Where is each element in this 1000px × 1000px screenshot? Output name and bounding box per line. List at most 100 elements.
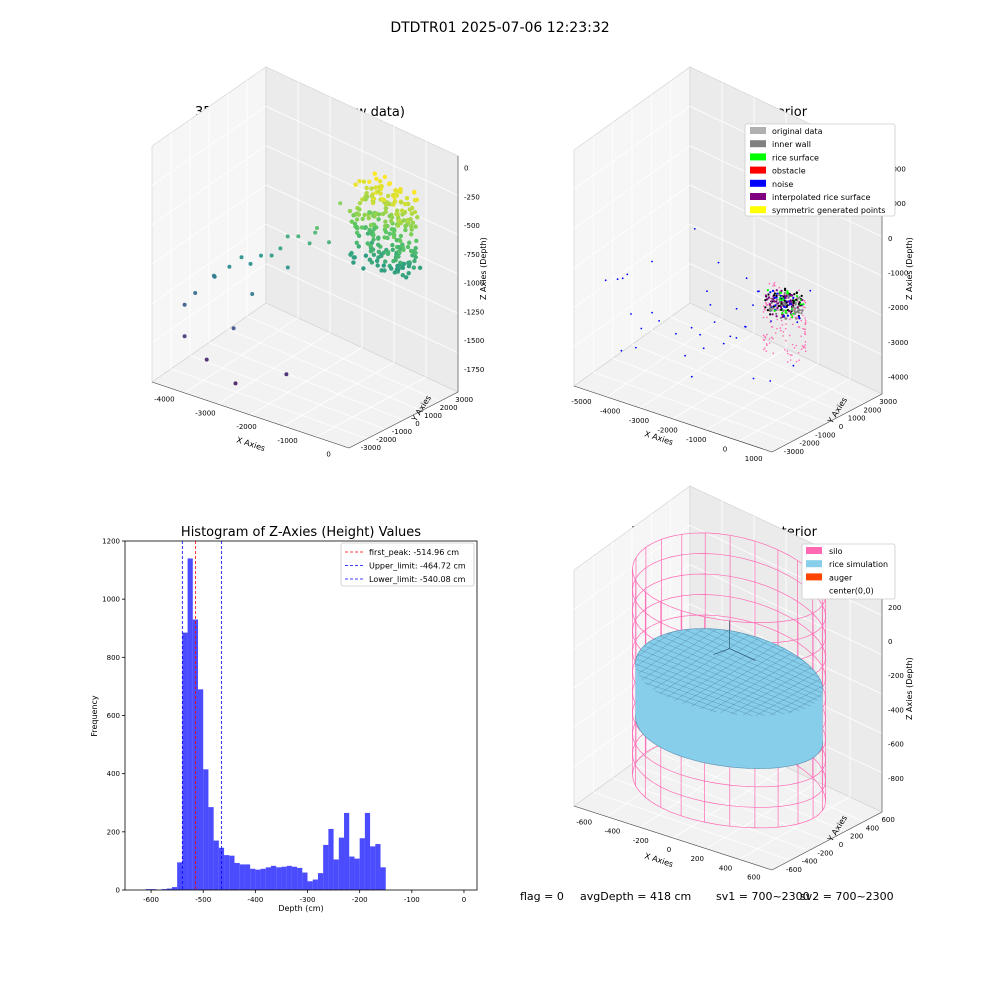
wall-point <box>767 303 769 306</box>
wall-point <box>766 344 768 347</box>
x-tick-label: 1000 <box>745 455 763 463</box>
noise-point <box>702 347 705 350</box>
wall-point <box>793 347 796 349</box>
raw-data-point <box>374 176 379 181</box>
y-tick-label: 200 <box>107 828 120 836</box>
classify-axes-box <box>573 66 883 453</box>
raw-data-point <box>396 218 401 223</box>
histogram-bar <box>338 837 345 890</box>
rice-mesh-line <box>710 657 799 712</box>
rice-mesh-line <box>743 672 817 716</box>
figure-title: DTDTR01 2025-07-06 12:23:32 <box>390 20 609 36</box>
raw-data-point <box>367 210 372 215</box>
rice-mesh-line <box>720 662 806 713</box>
histogram-bars <box>145 558 386 891</box>
classified-point <box>793 293 796 296</box>
raw-data-point <box>392 227 397 232</box>
classified-point <box>775 289 778 292</box>
x-tick-label: -600 <box>143 896 159 904</box>
raw-data-point <box>372 171 377 176</box>
histogram-bar <box>229 855 235 890</box>
x-tick-label: 200 <box>691 855 704 863</box>
y-tick-label: 400 <box>866 824 879 832</box>
wall-point <box>772 352 774 355</box>
wall-point <box>770 336 773 339</box>
wall-point <box>785 339 787 342</box>
x-tick-label: -200 <box>352 896 368 904</box>
raw-data-point <box>376 255 381 260</box>
wall-point <box>776 327 778 330</box>
classified-point <box>787 300 790 303</box>
classified-point <box>782 309 785 312</box>
histogram-bar <box>328 828 334 890</box>
classified-point <box>784 289 787 292</box>
classified-point <box>790 294 793 297</box>
rice-mesh-line <box>722 629 814 671</box>
noise-point <box>630 313 632 315</box>
raw-data-point <box>389 266 394 271</box>
y-tick-label: -200 <box>817 849 833 857</box>
classified-point <box>775 312 778 315</box>
raw-data-point <box>351 260 356 265</box>
wall-point <box>768 282 771 285</box>
histogram-bar <box>354 858 360 890</box>
wall-point <box>762 311 765 313</box>
wall-point <box>800 335 802 338</box>
raw-data-point <box>408 248 414 254</box>
rice-mesh-line <box>695 628 822 684</box>
classified-point <box>785 301 788 304</box>
histogram-bar <box>224 855 230 890</box>
histogram-bar <box>344 812 350 890</box>
raw-data-point <box>413 254 418 260</box>
rice-mesh-line <box>653 638 815 704</box>
raw-data-point <box>370 200 376 206</box>
raw-data-point <box>359 225 365 230</box>
raw-data-point <box>406 271 411 276</box>
classified-point <box>771 313 774 316</box>
y-tick-label: 1000 <box>848 415 866 423</box>
wall-point <box>780 329 782 332</box>
classified-point <box>779 298 782 301</box>
z-tick-label: 200 <box>888 604 901 612</box>
wall-point <box>804 341 807 343</box>
legend-label: rice surface <box>772 153 819 162</box>
wall-point <box>791 323 794 326</box>
classified-point <box>774 304 777 307</box>
histogram-bar <box>359 838 365 890</box>
raw-data-point <box>393 257 398 263</box>
histogram-bar <box>380 867 386 890</box>
histogram-bar <box>349 856 355 890</box>
histogram-bar <box>213 840 219 890</box>
wall-point <box>769 321 772 324</box>
x-tick-label: 0 <box>326 451 330 459</box>
raw-data-point <box>376 249 381 254</box>
histogram-bar <box>297 867 303 890</box>
raw-data-point <box>396 245 402 250</box>
classify-tick-labels: -5000-4000-3000-2000-100001000-3000-2000… <box>571 165 908 463</box>
wall-point <box>782 331 785 333</box>
classified-point <box>790 312 793 315</box>
wall-point <box>778 309 780 311</box>
raw-data-point <box>392 270 397 275</box>
raw-data-point <box>404 275 409 280</box>
noise-point <box>709 304 712 306</box>
histogram-bar <box>177 862 183 890</box>
raw-data-point <box>364 191 369 196</box>
histogram-y-axis-label: Frequency <box>90 695 99 737</box>
classified-point <box>778 300 781 303</box>
classified-point <box>773 294 776 297</box>
raw-data-point <box>373 185 378 190</box>
classified-point <box>784 297 787 300</box>
z-tick-label: 0 <box>464 165 468 173</box>
y-tick-label: 800 <box>107 654 120 662</box>
raw-data-point <box>366 215 371 221</box>
legend-swatch <box>750 206 766 214</box>
classified-point <box>787 296 790 299</box>
raw-data-point <box>360 216 365 222</box>
histogram-bar <box>286 865 292 890</box>
histogram-bar <box>244 864 251 890</box>
classified-point <box>779 316 783 319</box>
classified-point <box>766 309 770 312</box>
classified-point <box>799 303 802 306</box>
legend-swatch <box>750 179 766 187</box>
